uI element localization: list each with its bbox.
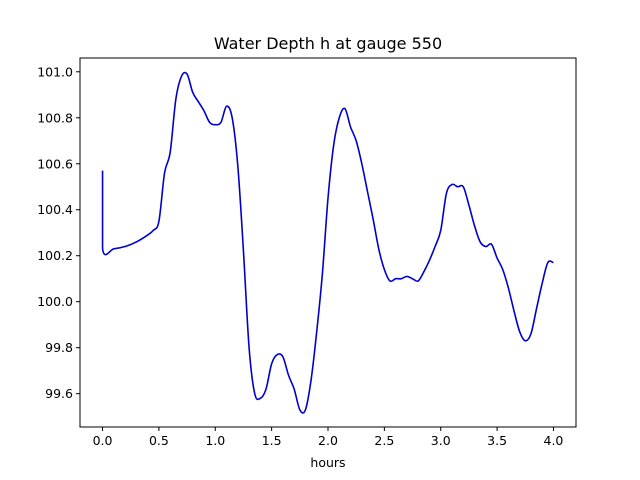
y-tick-label: 99.8 <box>45 340 73 355</box>
y-tick-label: 100.6 <box>37 156 73 171</box>
x-axis-label: hours <box>310 455 345 470</box>
x-tick-label: 2.5 <box>374 433 394 448</box>
plot-area <box>101 71 554 414</box>
x-tick-label: 3.5 <box>487 433 507 448</box>
plot-frame <box>79 57 577 428</box>
x-tick-label: 1.5 <box>262 433 282 448</box>
x-tick-label: 0.5 <box>149 433 169 448</box>
x-tick-label: 0.0 <box>93 433 113 448</box>
y-tick-label: 100.8 <box>37 110 73 125</box>
x-tick-label: 2.0 <box>318 433 338 448</box>
y-axis-ticks: 99.6 99.8 100.0 100.2 100.4 100.6 100.8 101.0 <box>37 64 80 401</box>
y-tick-label: 100.4 <box>37 202 73 217</box>
x-tick-label: 4.0 <box>544 433 564 448</box>
y-tick-label: 99.6 <box>45 386 73 401</box>
y-tick-label: 100.0 <box>37 294 73 309</box>
chart-title: Water Depth h at gauge 550 <box>214 34 442 53</box>
y-tick-label: 100.2 <box>37 248 73 263</box>
x-tick-label: 3.0 <box>431 433 451 448</box>
y-tick-label: 101.0 <box>37 64 73 79</box>
series-line-0 <box>101 71 554 414</box>
x-tick-label: 1.0 <box>205 433 225 448</box>
x-axis-ticks: 0.0 0.5 1.0 1.5 2.0 2.5 3.0 3.5 4.0 <box>93 427 564 448</box>
